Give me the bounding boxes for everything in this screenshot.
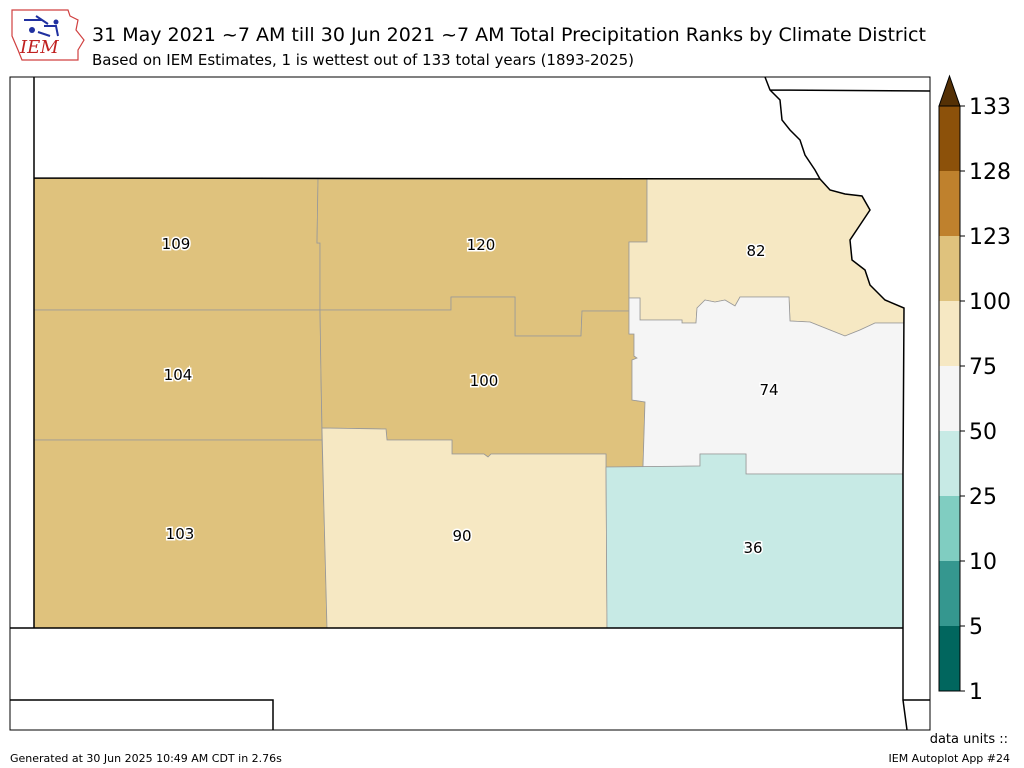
rank-label-c: 100 [470,372,499,390]
colorbar-segment [939,431,960,496]
colorbar: 1 5 10 25 50 75 100 123 128 133 [938,74,1011,705]
colorbar-tick-label: 1 [969,680,983,705]
rank-label-wc: 104 [164,366,193,384]
rank-label-sw: 103 [166,525,195,543]
rank-label-se: 36 [743,539,762,557]
colorbar-segment [939,366,960,431]
colorbar-tick-label: 100 [969,290,1011,315]
colorbar-tick-label: 10 [969,550,997,575]
colorbar-segment [939,171,960,236]
colorbar-border [938,105,961,692]
rank-label-ne: 82 [746,242,765,260]
iem-logo: IEM [11,9,85,61]
colorbar-tick-label: 25 [969,485,997,510]
colorbar-tick-label: 5 [969,615,983,640]
state-boundaries [10,76,931,731]
colorbar-tick-label: 128 [969,160,1011,185]
colorbar-segment [939,496,960,561]
rank-label-ec: 74 [759,381,778,399]
colorbar-tick-label: 50 [969,420,997,445]
colorbar-tick-label: 75 [969,355,997,380]
colorbar-segment [939,561,960,626]
colorbar-segment [939,236,960,301]
colorbar-segment [939,626,960,691]
autoplot-app-label: IEM Autoplot App #24 [888,752,1011,765]
logo-text: IEM [19,37,59,58]
district-ec [628,296,905,475]
colorbar-segment [939,301,960,366]
rank-label-sc: 90 [452,527,471,545]
data-units-label: data units :: [929,732,1008,747]
page-title: 31 May 2021 ~7 AM till 30 Jun 2021 ~7 AM… [92,24,926,46]
page-subtitle: Based on IEM Estimates, 1 is wettest out… [92,51,635,69]
colorbar-tick-label: 133 [969,95,1011,120]
colorbar-tick-label: 123 [969,225,1011,250]
rank-label-nc: 120 [467,236,496,254]
colorbar-extend-arrow [938,74,961,107]
colorbar-segment [939,106,960,171]
generated-timestamp: Generated at 30 Jun 2025 10:49 AM CDT in… [10,752,282,765]
rank-label-nw: 109 [162,235,191,253]
